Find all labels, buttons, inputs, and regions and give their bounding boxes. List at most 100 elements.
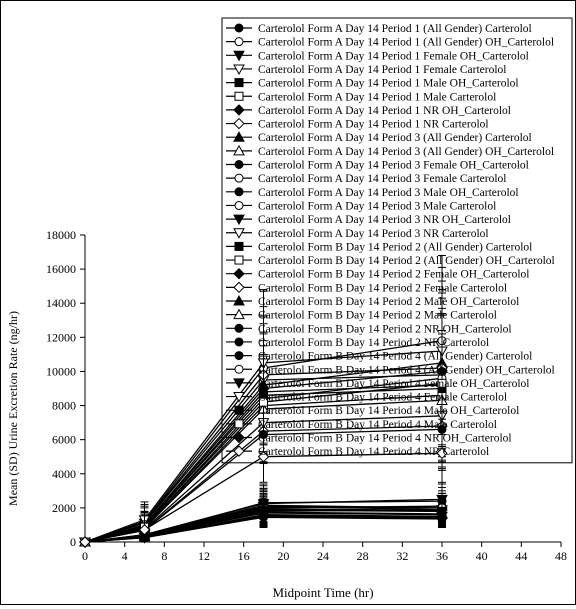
legend-item: Carterolol Form A Day 14 Period 1 NR OH_… — [226, 104, 511, 117]
legend-marker — [234, 351, 244, 361]
y-tick-label: 18000 — [46, 228, 76, 242]
legend-label: Carterolol Form B Day 14 Period 4 Female… — [258, 392, 507, 404]
legend-item: Carterolol Form B Day 14 Period 2 Female… — [226, 281, 507, 294]
legend-item: Carterolol Form A Day 14 Period 1 Female… — [226, 64, 507, 76]
legend-item: Carterolol Form B Day 14 Period 2 Male C… — [226, 308, 497, 322]
legend-item: Carterolol Form B Day 14 Period 4 Male O… — [226, 405, 519, 417]
y-tick-label: 6000 — [52, 433, 76, 447]
legend-label: Carterolol Form B Day 14 Period 2 Male O… — [258, 296, 519, 308]
legend-item: Carterolol Form A Day 14 Period 1 (All G… — [226, 23, 532, 35]
x-tick-label: 0 — [82, 549, 88, 563]
legend-label: Carterolol Form A Day 14 Period 1 Male O… — [258, 78, 519, 90]
legend-label: Carterolol Form A Day 14 Period 1 Female… — [258, 50, 529, 62]
legend-label: Carterolol Form A Day 14 Period 1 NR Car… — [258, 119, 489, 131]
x-tick-label: 20 — [277, 549, 289, 563]
axes: 0 4 8 12 16 20 24 28 32 36 40 44 4802000400060008000… — [46, 228, 567, 563]
x-tick-label: 8 — [161, 549, 167, 563]
legend-marker — [233, 378, 245, 389]
data-point — [138, 524, 151, 536]
legend-item: Carterolol Form A Day 14 Period 3 (All G… — [226, 144, 554, 158]
legend: Carterolol Form A Day 14 Period 1 (All G… — [221, 17, 573, 464]
series-line — [84, 514, 443, 543]
x-tick-label: 12 — [198, 549, 210, 563]
series-line — [84, 382, 443, 543]
legend-item: Carterolol Form A Day 14 Period 3 Female… — [226, 160, 529, 172]
series-line — [84, 452, 443, 543]
legend-label: Carterolol Form B Day 14 Period 4 Male O… — [258, 405, 519, 417]
series-line — [84, 350, 443, 543]
x-tick-label: 48 — [555, 549, 567, 563]
legend-item: Carterolol Form B Day 14 Period 2 Male O… — [226, 294, 519, 308]
legend-item: Carterolol Form A Day 14 Period 3 Female… — [226, 173, 507, 185]
x-tick-label: 36 — [436, 549, 448, 563]
y-axis-label: Mean (SD) Urine Excretion Rate (ng/hr) — [6, 311, 20, 506]
x-tick-label: 40 — [476, 549, 488, 563]
legend-marker — [234, 78, 244, 88]
legend-label: Carterolol Form B Day 14 Period 2 (All G… — [258, 241, 532, 253]
legend-item: Carterolol Form A Day 14 Period 1 (All G… — [226, 37, 554, 49]
series-31 — [79, 504, 448, 548]
legend-item: Carterolol Form B Day 14 Period 4 (All G… — [226, 364, 555, 376]
legend-label: Carterolol Form A Day 14 Period 1 Male C… — [258, 91, 496, 103]
data-point — [436, 447, 448, 460]
legend-marker — [234, 419, 244, 429]
legend-marker — [234, 337, 244, 347]
y-tick-label: 8000 — [52, 399, 76, 413]
legend-item: Carterolol Form B Day 14 Period 4 NR Car… — [226, 445, 489, 458]
legend-marker — [233, 308, 245, 320]
series-32 — [79, 418, 448, 548]
y-tick-label: 0 — [70, 535, 76, 549]
legend-item: Carterolol Form B Day 14 Period 4 (All G… — [226, 351, 532, 363]
legend-marker — [234, 160, 244, 169]
legend-item: Carterolol Form B Day 14 Period 4 Female… — [226, 392, 507, 404]
legend-item: Carterolol Form B Day 14 Period 2 (All G… — [226, 241, 532, 253]
legend-item: Carterolol Form B Day 14 Period 2 Female… — [226, 267, 529, 281]
legend-box — [221, 17, 573, 464]
legend-marker — [233, 214, 245, 226]
legend-label: Carterolol Form B Day 14 Period 4 Female… — [258, 378, 529, 390]
legend-marker — [233, 228, 245, 239]
legend-item: Carterolol Form B Day 14 Period 2 NR OH_… — [226, 323, 512, 335]
legend-item: Carterolol Form A Day 14 Period 1 Female… — [226, 50, 529, 62]
legend-marker — [234, 364, 244, 374]
x-tick-label: 28 — [357, 549, 369, 563]
data-point — [259, 397, 268, 407]
legend-item: Carterolol Form B Day 14 Period 4 Female… — [226, 378, 529, 390]
legend-marker — [234, 23, 244, 33]
legend-item: Carterolol Form A Day 14 Period 1 Male O… — [226, 78, 519, 90]
legend-item: Carterolol Form B Day 14 Period 4 Male C… — [226, 419, 497, 431]
legend-item: Carterolol Form B Day 14 Period 2 (All G… — [226, 255, 555, 267]
legend-item: Carterolol Form A Day 14 Period 1 NR Car… — [226, 117, 489, 131]
legend-marker — [233, 64, 245, 75]
data-point — [437, 378, 447, 388]
legend-marker — [234, 323, 244, 333]
series-layer — [79, 254, 448, 549]
legend-label: Carterolol Form A Day 14 Period 3 (All G… — [258, 132, 532, 144]
legend-marker — [233, 281, 245, 294]
legend-marker — [233, 392, 245, 403]
legend-label: Carterolol Form B Day 14 Period 4 Male C… — [258, 419, 497, 431]
legend-marker — [233, 117, 245, 130]
data-point — [79, 536, 91, 548]
legend-label: Carterolol Form B Day 14 Period 2 Female… — [258, 269, 529, 281]
legend-marker — [233, 131, 245, 142]
legend-item: Carterolol Form B Day 14 Period 2 NR Car… — [226, 337, 489, 349]
legend-marker — [234, 91, 244, 101]
legend-marker — [233, 104, 245, 116]
legend-label: Carterolol Form A Day 14 Period 3 NR Car… — [258, 228, 489, 240]
series-line — [84, 498, 443, 543]
legend-marker — [234, 241, 244, 251]
x-axis-label: Midpoint Time (hr) — [272, 585, 373, 600]
legend-label: Carterolol Form B Day 14 Period 2 (All G… — [258, 255, 555, 267]
y-tick-label: 4000 — [52, 467, 76, 481]
data-point — [257, 509, 270, 522]
legend-label: Carterolol Form A Day 14 Period 1 (All G… — [258, 23, 532, 35]
legend-item: Carterolol Form A Day 14 Period 3 Male C… — [226, 200, 496, 212]
legend-marker — [234, 200, 244, 210]
y-tick-label: 14000 — [46, 296, 76, 310]
legend-label: Carterolol Form B Day 14 Period 2 NR OH_… — [258, 323, 512, 335]
legend-label: Carterolol Form A Day 14 Period 3 Female… — [258, 160, 529, 172]
legend-item: Carterolol Form A Day 14 Period 1 Male C… — [226, 91, 496, 103]
legend-marker — [234, 405, 244, 415]
